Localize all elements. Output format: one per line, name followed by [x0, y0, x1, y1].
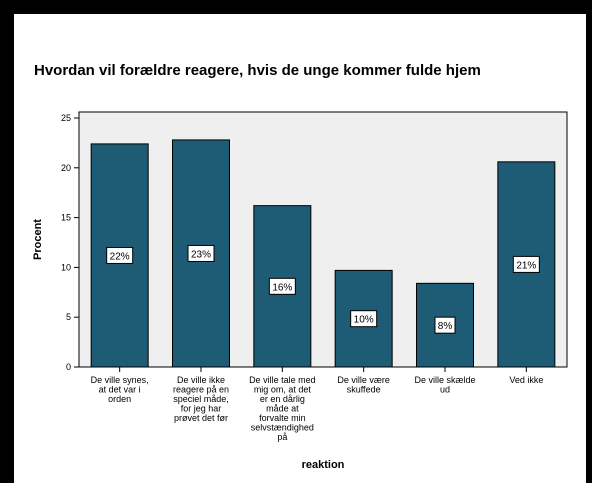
- x-category-label: De ville tale med mig om, at det er en dår…: [249, 375, 316, 442]
- x-category-label-line: måde at: [266, 404, 299, 414]
- data-label: 23%: [191, 249, 211, 260]
- frame-top-border: [0, 0, 592, 14]
- data-label-box: [268, 277, 296, 295]
- x-category-label-line: De ville tale med: [249, 375, 316, 385]
- x-category-label-line: Ved ikke: [509, 375, 543, 385]
- data-label: 22%: [110, 251, 130, 262]
- data-label-box: [106, 246, 134, 264]
- x-category-label-line: selvstændighed: [251, 423, 314, 433]
- x-category-label-line: orden: [108, 394, 131, 404]
- data-label-box: [434, 316, 456, 334]
- plot-area: [78, 111, 568, 368]
- x-category-label-line: er en dårlig: [260, 394, 305, 404]
- chart-title: Hvordan vil forældre reagere, hvis de un…: [34, 62, 481, 79]
- x-category-label-line: at det var i: [99, 385, 141, 395]
- data-label: 21%: [516, 260, 536, 271]
- data-label-box: [187, 244, 215, 262]
- y-tick-label: 20: [61, 163, 71, 173]
- x-category-label: De ville ikke reagere på en speciel måde, f…: [173, 375, 229, 423]
- x-category-label-line: ud: [440, 385, 450, 395]
- y-tick-label: 15: [61, 213, 71, 223]
- x-category-label-line: på: [277, 432, 287, 442]
- y-tick-label: 0: [66, 362, 71, 372]
- x-axis-title: reaktion: [302, 459, 345, 471]
- x-category-label-line: skuffede: [347, 385, 381, 395]
- x-category-label: De ville være skuffede: [337, 375, 390, 395]
- y-tick-label: 5: [66, 312, 71, 322]
- frame-right-border: [586, 0, 592, 483]
- x-category-label-line: De ville være: [337, 375, 390, 385]
- data-label-box: [350, 310, 378, 328]
- data-label: 10%: [354, 315, 374, 326]
- x-category-label-line: De ville skælde: [414, 375, 475, 385]
- y-tick-label: 10: [61, 262, 71, 272]
- x-category-label-line: speciel måde,: [173, 394, 229, 404]
- x-category-label-line: prøvet det før: [174, 413, 228, 423]
- x-category-label-line: forvalte min: [259, 413, 306, 423]
- x-category-label-line: reagere på en: [173, 385, 229, 395]
- y-axis-title: Procent: [32, 219, 44, 260]
- x-category-label: De ville skælde ud: [414, 375, 475, 395]
- data-label: 16%: [272, 282, 292, 293]
- x-category-label: Ved ikke: [509, 375, 543, 385]
- x-category-label-line: De ville synes,: [91, 375, 149, 385]
- data-label: 8%: [438, 321, 453, 332]
- x-category-label: De ville synes, at det var i orden: [91, 375, 149, 404]
- data-label-box: [512, 255, 540, 273]
- x-category-label-line: mig om, at det: [254, 385, 312, 395]
- x-category-label-line: De ville ikke: [177, 375, 225, 385]
- x-category-label-line: for jeg har: [181, 404, 222, 414]
- y-tick-label: 25: [61, 113, 71, 123]
- frame-left-border: [0, 0, 14, 483]
